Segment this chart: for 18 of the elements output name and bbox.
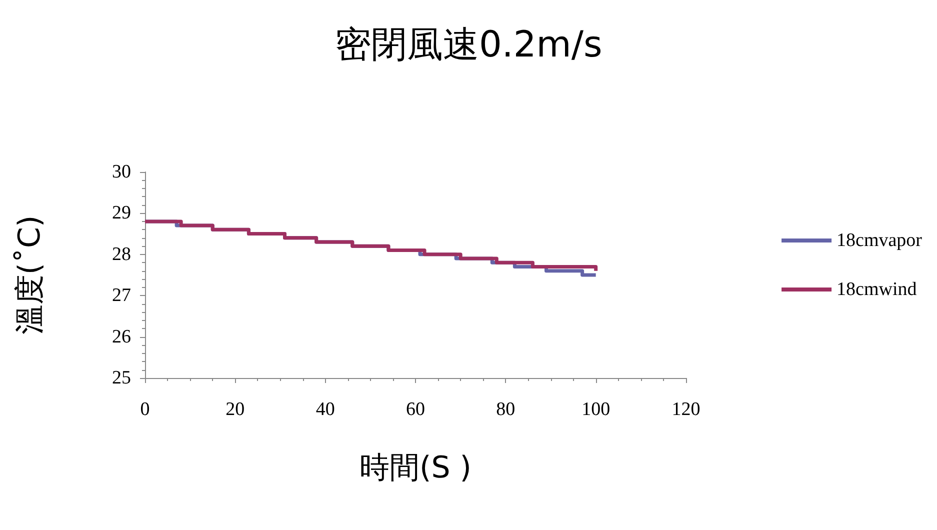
x-tick-label: 20 [226, 399, 245, 420]
x-tick-label: 100 [582, 399, 610, 420]
x-tick-label: 120 [672, 399, 700, 420]
x-tick-label: 0 [140, 399, 150, 420]
y-tick-label: 29 [112, 202, 131, 224]
x-tick-label: 80 [496, 399, 516, 420]
y-tick-label: 26 [112, 326, 131, 348]
y-tick-label: 27 [112, 285, 131, 306]
x-tick-label: 60 [406, 399, 425, 420]
y-tick-label: 30 [112, 162, 131, 182]
y-tick-label: 28 [112, 244, 131, 265]
legend-label: 18cmwind [836, 279, 918, 300]
x-tick-label: 40 [316, 399, 335, 420]
y-tick-label: 25 [112, 368, 131, 388]
x-axis-title: 時間(S ) [360, 450, 472, 486]
legend-label: 18cmvapor [836, 230, 923, 251]
chart-title: 密閉風速0.2m/s [335, 24, 602, 66]
y-axis-title: 溫度(˚C) [12, 215, 48, 335]
